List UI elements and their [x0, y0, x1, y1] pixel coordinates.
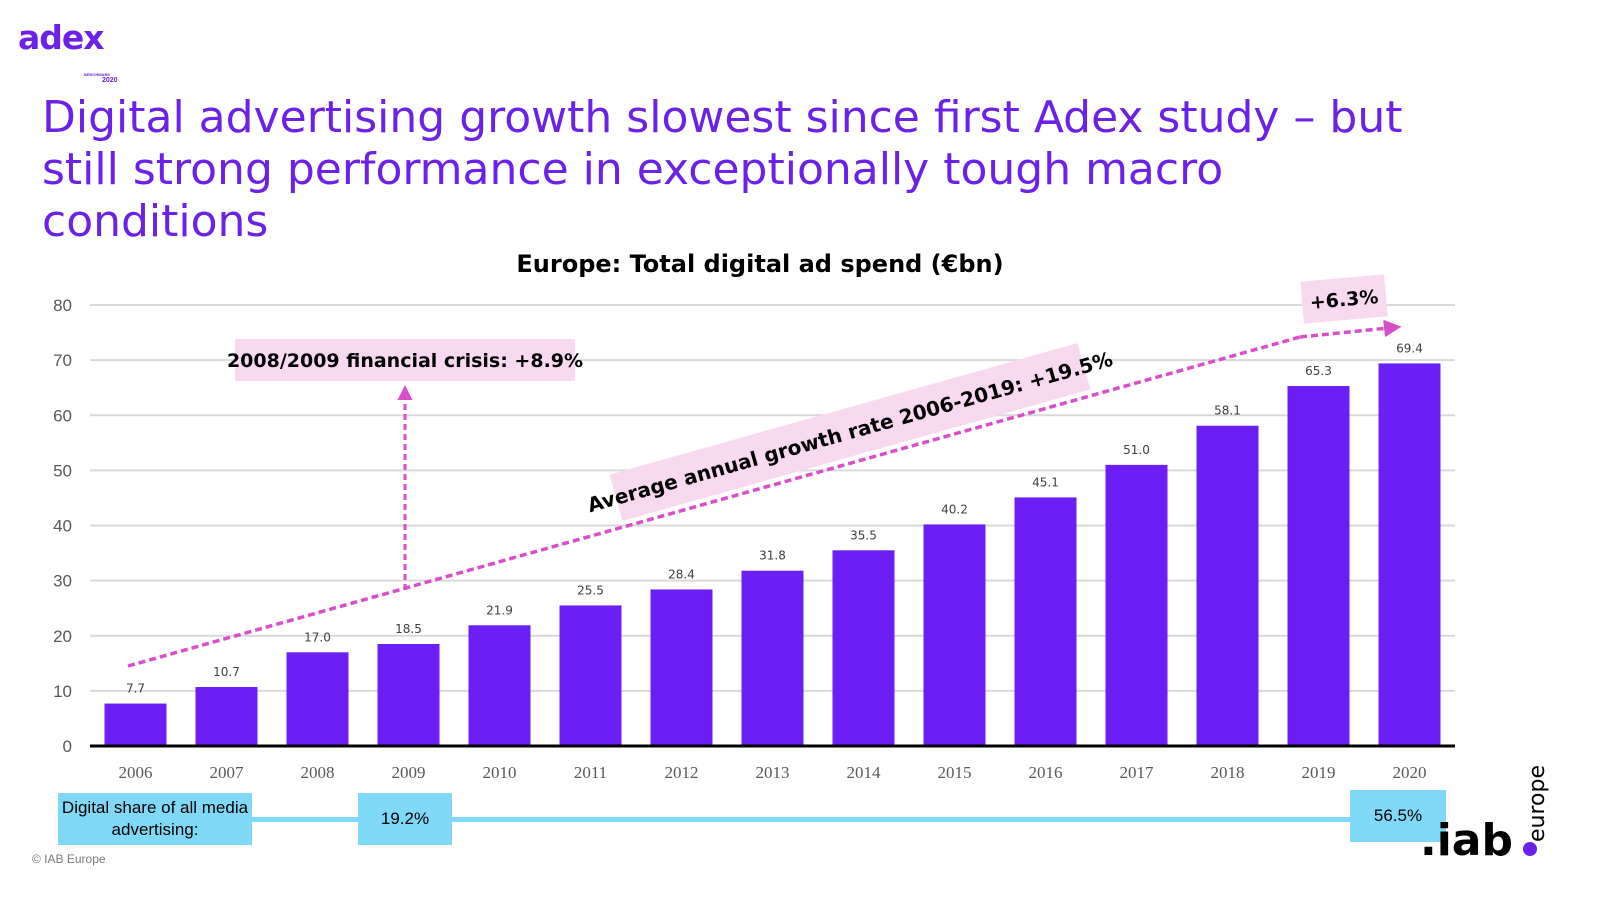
y-tick-label: 0 — [63, 737, 72, 756]
digital-share-2009: 19.2% — [358, 793, 452, 845]
bar — [468, 625, 531, 746]
adex-logo: adex BENCHMARK 2020 — [18, 18, 118, 84]
bar — [1014, 497, 1077, 746]
x-tick-label: 2009 — [392, 763, 426, 782]
bar — [1378, 363, 1441, 746]
adex-logo-year: 2020 — [102, 77, 118, 84]
bar — [286, 652, 349, 746]
x-tick-label: 2011 — [574, 763, 607, 782]
y-tick-label: 40 — [53, 517, 72, 536]
data-label: 17.0 — [304, 630, 331, 644]
x-tick-label: 2012 — [665, 763, 699, 782]
bar — [650, 589, 713, 746]
bar — [377, 644, 440, 746]
bar — [1105, 464, 1168, 746]
last-year-annotation-box — [1300, 274, 1388, 324]
last-year-annotation: +6.3% — [1300, 274, 1388, 324]
x-tick-label: 2014 — [847, 763, 882, 782]
data-label: 21.9 — [486, 603, 513, 617]
copyright-text: © IAB Europe — [32, 852, 106, 866]
x-tick-label: 2018 — [1211, 763, 1245, 782]
adex-logo-benchmark: BENCHMARK — [84, 72, 111, 77]
data-label: 69.4 — [1396, 341, 1423, 355]
trend-annotation-box — [609, 343, 1091, 521]
trend-annotation-text: Average annual growth rate 2006-2019: +1… — [585, 347, 1116, 517]
digital-share-2020: 56.5% — [1350, 790, 1446, 842]
bar — [559, 605, 622, 746]
x-tick-label: 2017 — [1120, 763, 1155, 782]
bar — [832, 550, 895, 746]
x-tick-label: 2008 — [301, 763, 335, 782]
slide-headline: Digital advertising growth slowest since… — [42, 92, 1403, 247]
data-label: 10.7 — [213, 665, 240, 679]
x-tick-label: 2019 — [1302, 763, 1336, 782]
share-connector-line — [252, 817, 1352, 822]
data-label: 51.0 — [1123, 443, 1150, 457]
svg-text:europe: europe — [1525, 765, 1550, 842]
x-tick-label: 2007 — [210, 763, 245, 782]
x-tick-label: 2020 — [1393, 763, 1427, 782]
x-tick-label: 2010 — [483, 763, 517, 782]
crisis-annotation-text: 2008/2009 financial crisis: +8.9% — [227, 350, 583, 372]
data-label: 25.5 — [577, 583, 604, 597]
y-tick-label: 50 — [53, 461, 72, 480]
data-label: 58.1 — [1214, 404, 1241, 418]
data-label: 28.4 — [668, 567, 695, 581]
data-label: 40.2 — [941, 502, 968, 516]
data-label: 31.8 — [759, 549, 786, 563]
iab-europe-logo: .iab europe — [1420, 760, 1560, 870]
data-label: 35.5 — [850, 528, 877, 542]
bar — [1287, 386, 1350, 746]
data-label: 7.7 — [126, 682, 145, 696]
svg-text:.iab: .iab — [1420, 815, 1513, 866]
adex-logo-word: adex — [18, 18, 105, 57]
x-tick-label: 2013 — [756, 763, 790, 782]
y-tick-label: 10 — [53, 682, 72, 701]
data-label: 65.3 — [1305, 364, 1332, 378]
bar — [1196, 425, 1259, 746]
bar — [195, 687, 258, 746]
crisis-annotation-box — [235, 339, 575, 381]
y-tick-label: 70 — [53, 351, 72, 370]
trend-arrow — [127, 335, 1301, 668]
y-tick-label: 20 — [53, 627, 72, 646]
data-label: 45.1 — [1032, 475, 1059, 489]
y-tick-label: 60 — [53, 406, 72, 425]
last-year-arrow — [1299, 319, 1402, 339]
bar — [741, 570, 804, 746]
y-tick-label: 80 — [53, 296, 72, 315]
y-tick-label: 30 — [53, 572, 72, 591]
digital-share-label: Digital share of all media advertising: — [58, 793, 252, 845]
x-tick-label: 2015 — [938, 763, 972, 782]
chart-title: Europe: Total digital ad spend (€bn) — [516, 250, 1004, 278]
bar — [104, 703, 167, 746]
x-tick-label: 2006 — [119, 763, 153, 782]
x-tick-label: 2016 — [1029, 763, 1063, 782]
data-label: 18.5 — [395, 622, 422, 636]
bar — [923, 524, 986, 746]
